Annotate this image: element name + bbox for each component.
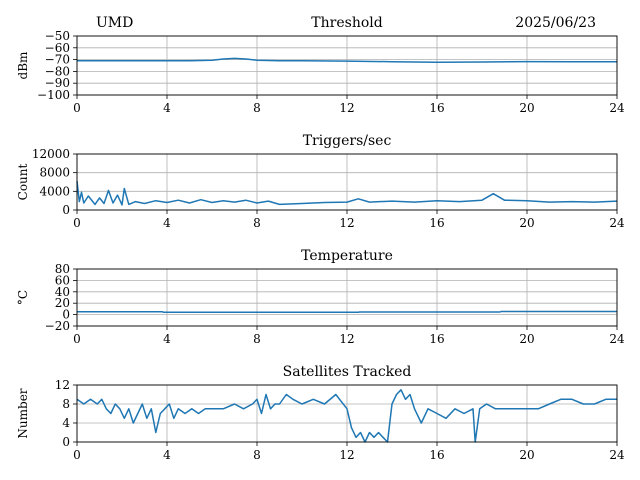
satellites-x-tick-label: 8 (253, 448, 261, 462)
station-label: UMD (96, 15, 133, 31)
temperature-y-tick-label: 20 (55, 296, 70, 310)
triggers-x-tick-label: 12 (339, 216, 354, 230)
temperature-x-tick-label: 12 (339, 332, 354, 346)
temperature-x-tick-label: 0 (73, 332, 81, 346)
threshold-x-tick-label: 12 (339, 101, 354, 115)
triggers-x-tick-label: 20 (519, 216, 534, 230)
threshold-series-line (77, 57, 617, 64)
satellites-y-tick-label: 0 (62, 435, 70, 449)
satellites-x-tick-label: 24 (609, 448, 625, 462)
threshold-x-tick-label: 16 (429, 101, 444, 115)
triggers-y-axis-label: Count (16, 163, 30, 200)
threshold-y-tick-label: −60 (45, 41, 70, 55)
triggers-x-tick-label: 16 (429, 216, 444, 230)
threshold-y-axis-label: dBm (16, 51, 30, 80)
temperature-y-tick-label: 80 (55, 262, 70, 276)
temperature-y-tick-label: −20 (45, 319, 70, 333)
temperature-x-tick-label: 24 (609, 332, 625, 346)
threshold-panel: 0 4 8 12 16 20 24 −100−90−80−70−60−50 Threshold d… (16, 15, 625, 115)
triggers-title: Triggers/sec (303, 133, 392, 149)
threshold-y-tick-label: −100 (37, 88, 70, 102)
threshold-x-tick-label: 0 (73, 101, 81, 115)
satellites-y-tick-label: 4 (62, 416, 70, 430)
temperature-title: Temperature (301, 248, 393, 264)
threshold-x-tick-label: 20 (519, 101, 534, 115)
temperature-y-tick-label: 40 (55, 285, 70, 299)
temperature-y-tick-label: 0 (62, 308, 70, 322)
threshold-x-tick-label: 8 (253, 101, 261, 115)
temperature-series-line (77, 310, 617, 314)
triggers-panel: 0 4 8 12 16 20 24 0 4000 8000 12000 Triggers/sec Cou… (16, 133, 625, 230)
satellites-x-tick-label: 20 (519, 448, 534, 462)
threshold-y-tick-label: −80 (45, 64, 70, 78)
triggers-x-tick-label: 4 (163, 216, 171, 230)
date-label: 2025/06/23 (515, 15, 596, 31)
satellites-y-tick-label: 12 (55, 378, 70, 392)
triggers-x-tick-label: 0 (73, 216, 81, 230)
satellites-panel: 0 4 8 12 16 20 24 0 4 8 12 Satellites Tracked Number (16, 364, 625, 462)
threshold-title: Threshold (311, 15, 382, 31)
temperature-x-tick-label: 8 (253, 332, 261, 346)
threshold-y-tick-label: −90 (45, 76, 70, 90)
satellites-x-tick-label: 12 (339, 448, 354, 462)
triggers-y-tick-label: 0 (62, 203, 70, 217)
threshold-y-tick-label: −50 (45, 29, 70, 43)
satellites-series-line (76, 389, 617, 443)
satellites-y-axis-label: Number (16, 388, 30, 438)
triggers-series-line (76, 181, 618, 206)
satellites-x-tick-label: 0 (73, 448, 81, 462)
threshold-y-tick-label: −70 (45, 53, 70, 67)
threshold-x-tick-label: 24 (609, 101, 625, 115)
temperature-x-tick-label: 16 (429, 332, 444, 346)
satellites-title: Satellites Tracked (283, 364, 412, 380)
temperature-y-tick-label: 60 (55, 273, 70, 287)
triggers-y-tick-label: 12000 (32, 147, 70, 161)
triggers-x-tick-label: 8 (253, 216, 261, 230)
threshold-x-tick-label: 4 (163, 101, 171, 115)
triggers-x-tick-label: 24 (609, 216, 625, 230)
triggers-y-tick-label: 4000 (39, 184, 70, 198)
triggers-y-tick-label: 8000 (39, 166, 70, 180)
satellites-y-tick-label: 8 (62, 397, 70, 411)
temperature-x-tick-label: 4 (163, 332, 171, 346)
satellites-x-tick-label: 4 (163, 448, 171, 462)
temperature-x-tick-label: 20 (519, 332, 534, 346)
satellites-x-tick-label: 16 (429, 448, 444, 462)
temperature-y-axis-label: °C (16, 290, 30, 305)
